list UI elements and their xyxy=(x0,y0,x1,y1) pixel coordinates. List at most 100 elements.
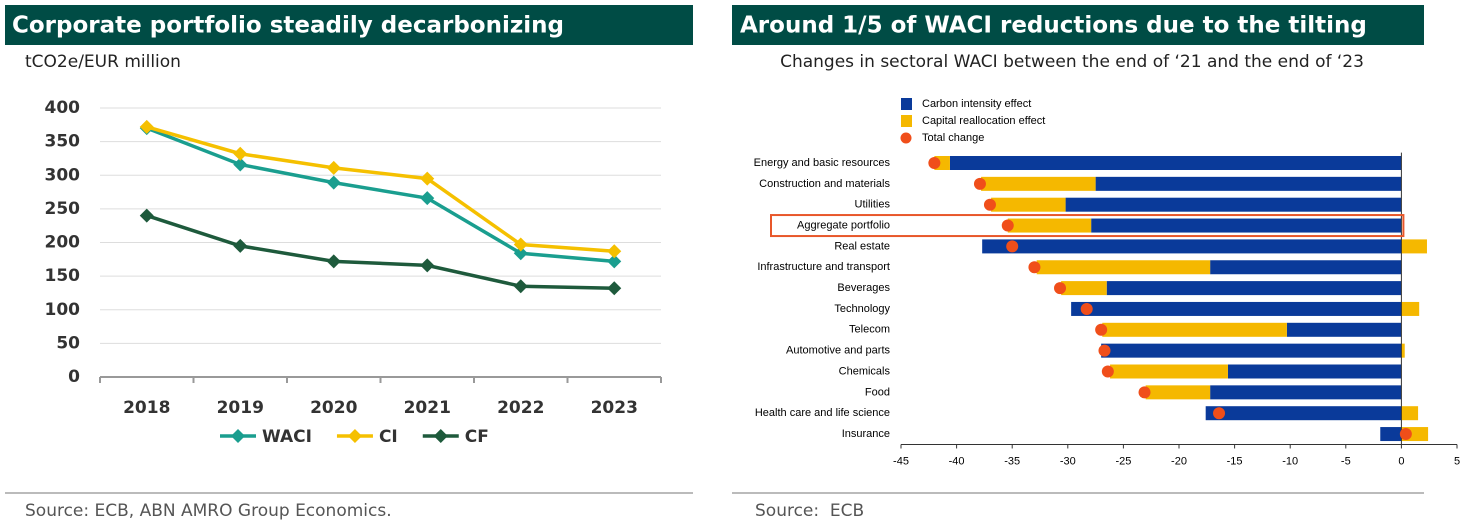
point xyxy=(983,198,996,211)
y-tick-label: Chemicals xyxy=(839,365,891,377)
x-tick-label: -40 xyxy=(949,455,965,467)
y-tick-label: Utilities xyxy=(855,199,891,211)
bar xyxy=(1210,260,1402,275)
legend-swatch xyxy=(231,429,245,443)
legend-label: CF xyxy=(465,427,489,447)
point xyxy=(420,191,435,206)
legend-label: CI xyxy=(379,427,398,447)
point xyxy=(420,171,435,186)
x-tick-label: 2019 xyxy=(217,398,264,418)
point xyxy=(139,208,154,223)
bar xyxy=(982,239,1402,254)
legend-label: Carbon intensity effect xyxy=(922,98,1031,110)
x-tick-label: 2021 xyxy=(404,398,451,418)
y-tick-label: Automotive and parts xyxy=(786,345,890,357)
legend-swatch xyxy=(901,115,912,127)
bar xyxy=(1401,343,1405,358)
point xyxy=(513,246,528,261)
y-tick-label: 350 xyxy=(45,132,81,152)
bar xyxy=(1380,427,1402,442)
y-axis-label: tCO2e/EUR million xyxy=(25,52,181,72)
bar xyxy=(1227,364,1402,379)
bar xyxy=(1101,343,1402,358)
legend-label: Total change xyxy=(922,132,984,144)
legend-swatch xyxy=(347,429,362,443)
point xyxy=(139,119,154,134)
point xyxy=(1095,323,1108,336)
series-line xyxy=(146,213,615,290)
x-tick-label: -20 xyxy=(1171,455,1187,467)
bar xyxy=(1065,197,1402,212)
bar xyxy=(1102,322,1287,337)
y-tick-label: Insurance xyxy=(842,428,890,440)
bar xyxy=(1095,176,1402,191)
subtitle: Changes in sectoral WACI between the end… xyxy=(780,52,1364,72)
y-tick-label: 50 xyxy=(56,333,80,353)
point xyxy=(233,238,248,253)
point xyxy=(607,244,622,259)
point xyxy=(233,146,248,161)
x-tick-label: -5 xyxy=(1341,455,1351,467)
series-line xyxy=(146,126,615,264)
point xyxy=(1101,365,1114,378)
x-tick-label: 2018 xyxy=(123,398,170,418)
point xyxy=(326,175,341,190)
bar xyxy=(1007,218,1092,233)
bar xyxy=(1210,385,1402,400)
point xyxy=(1028,261,1041,274)
point xyxy=(1080,302,1093,315)
point xyxy=(1001,219,1014,232)
bar xyxy=(1145,385,1211,400)
y-tick-label: Aggregate portfolio xyxy=(797,219,890,231)
x-tick-label: -35 xyxy=(1004,455,1020,467)
header-bar xyxy=(5,5,693,45)
y-tick-label: Food xyxy=(865,386,890,398)
legend-label: Capital reallocation effect xyxy=(922,115,1045,127)
y-tick-label: Construction and materials xyxy=(759,178,890,190)
x-tick-label: 2023 xyxy=(591,398,638,418)
bar xyxy=(1071,301,1402,316)
point xyxy=(1098,344,1111,357)
bar xyxy=(1061,281,1107,296)
y-tick-label: Infrastructure and transport xyxy=(757,261,890,273)
source: Source: ECB xyxy=(755,501,864,521)
highlight-box xyxy=(770,214,1405,238)
legend-swatch xyxy=(433,429,448,443)
point xyxy=(607,254,622,269)
y-tick-label: Telecom xyxy=(849,324,890,336)
point xyxy=(1138,386,1151,399)
y-tick-label: 100 xyxy=(45,300,81,320)
header-bar xyxy=(732,5,1424,45)
point xyxy=(326,160,341,175)
x-tick-label: -15 xyxy=(1227,455,1243,467)
bar xyxy=(1205,406,1402,421)
y-tick-label: 400 xyxy=(45,98,81,118)
point xyxy=(513,279,528,294)
y-tick-label: 0 xyxy=(68,367,80,387)
x-tick-label: 5 xyxy=(1454,455,1460,467)
x-tick-label: -10 xyxy=(1282,455,1298,467)
y-tick-label: 150 xyxy=(45,266,81,286)
series-line xyxy=(146,125,615,253)
bar xyxy=(1401,406,1419,421)
y-tick-label: Energy and basic resources xyxy=(754,157,891,169)
legend-swatch xyxy=(901,98,912,110)
point xyxy=(233,157,248,172)
point xyxy=(326,254,341,269)
bar xyxy=(1401,301,1420,316)
legend-label: WACI xyxy=(262,427,312,447)
y-tick-label: 300 xyxy=(45,165,81,185)
legend-swatch xyxy=(900,132,912,144)
y-tick-label: 200 xyxy=(45,233,81,253)
chart-title: Around 1/5 of WACI reductions due to the… xyxy=(740,13,1367,39)
bar xyxy=(1106,281,1402,296)
x-tick-label: -25 xyxy=(1115,455,1131,467)
bar xyxy=(949,156,1402,170)
y-tick-label: Health care and life science xyxy=(755,407,890,419)
point xyxy=(513,237,528,252)
bar xyxy=(991,197,1066,212)
point xyxy=(420,258,435,273)
x-tick-label: 2022 xyxy=(497,398,544,418)
x-tick-label: -45 xyxy=(893,455,909,467)
